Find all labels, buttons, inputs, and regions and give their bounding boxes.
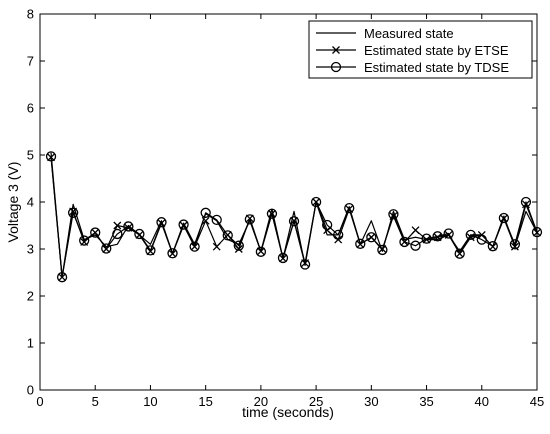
data-point-tdse (266, 208, 278, 219)
x-tick-label: 10 (143, 394, 157, 409)
data-point-tdse (112, 228, 123, 240)
data-point-tdse (498, 212, 510, 224)
data-point-tdse (244, 214, 255, 225)
x-tick-label: 20 (254, 394, 268, 409)
legend-label-tdse: Estimated state by TDSE (364, 60, 509, 75)
data-point-tdse (421, 233, 432, 244)
data-point-tdse (56, 272, 68, 283)
data-point-tdse (45, 151, 57, 162)
data-point-tdse (123, 221, 134, 232)
data-point-tdse (288, 216, 300, 227)
x-tick-label: 25 (309, 394, 323, 409)
data-point-etse (146, 247, 155, 256)
data-point-tdse (476, 234, 487, 245)
legend-marker-tdse (330, 61, 342, 73)
plot-frame (39, 13, 538, 391)
data-point-tdse (388, 209, 399, 220)
data-point-tdse (310, 196, 322, 208)
data-point-tdse (167, 248, 178, 259)
legend-marker-etse (332, 46, 340, 54)
data-point-tdse (509, 239, 521, 250)
data-point-tdse (222, 230, 233, 241)
data-point-etse (212, 242, 221, 251)
data-point-etse (433, 233, 442, 242)
data-point-tdse (454, 248, 465, 259)
data-point-tdse (189, 241, 200, 252)
data-point-tdse (344, 202, 355, 214)
x-tick-label: 30 (364, 394, 378, 409)
data-point-etse (422, 235, 431, 244)
legend: Measured state Estimated state by ETSE E… (308, 20, 533, 79)
x-tick-label: 15 (198, 394, 212, 409)
data-point-tdse (487, 241, 498, 252)
data-point-tdse (90, 227, 101, 238)
data-point-tdse (67, 207, 79, 218)
legend-label-etse: Estimated state by ETSE (364, 43, 509, 58)
data-point-tdse (178, 219, 189, 230)
y-tick-label: 4 (27, 195, 34, 210)
x-tick-label: 0 (36, 394, 43, 409)
data-point-tdse (322, 219, 333, 231)
data-point-tdse (101, 243, 112, 254)
y-tick-label: 2 (27, 289, 34, 304)
data-point-tdse (377, 244, 388, 256)
data-point-tdse (366, 232, 377, 243)
y-tick-label: 0 (27, 383, 34, 398)
legend-label-measured: Measured state (364, 26, 454, 41)
data-point-tdse (145, 245, 156, 256)
data-point-tdse (233, 240, 244, 251)
data-point-etse (234, 245, 243, 253)
data-point-tdse (200, 207, 211, 218)
data-point-etse (245, 214, 254, 223)
series-layer (45, 151, 543, 283)
y-tick-label: 1 (27, 336, 34, 351)
x-tick-label: 35 (419, 394, 433, 409)
data-point-tdse (355, 238, 366, 249)
x-axis-title: time (seconds) (242, 404, 334, 420)
data-point-tdse (465, 229, 476, 241)
x-tick-label: 5 (92, 394, 99, 409)
data-point-tdse (399, 236, 410, 248)
data-point-tdse (255, 246, 267, 257)
y-tick-label: 6 (27, 101, 34, 116)
data-point-tdse (432, 231, 443, 242)
data-point-tdse (299, 259, 311, 270)
data-point-tdse (134, 228, 145, 240)
data-point-tdse (410, 240, 421, 251)
data-point-tdse (211, 214, 222, 226)
y-axis-title: Voltage 3 (V) (5, 162, 21, 243)
x-tick-label: 45 (530, 394, 544, 409)
data-point-tdse (156, 217, 167, 228)
data-point-etse (510, 242, 519, 251)
y-tick-label: 5 (27, 148, 34, 163)
data-point-tdse (520, 196, 532, 208)
y-tick-label: 8 (27, 7, 34, 22)
data-point-tdse (333, 229, 344, 241)
data-point-tdse (277, 252, 289, 264)
data-point-tdse (443, 228, 454, 239)
y-tick-label: 7 (27, 54, 34, 69)
y-tick-label: 3 (27, 242, 34, 257)
data-point-etse (113, 221, 122, 230)
data-point-tdse (79, 235, 90, 246)
data-point-etse (411, 226, 420, 235)
x-tick-label: 40 (475, 394, 489, 409)
